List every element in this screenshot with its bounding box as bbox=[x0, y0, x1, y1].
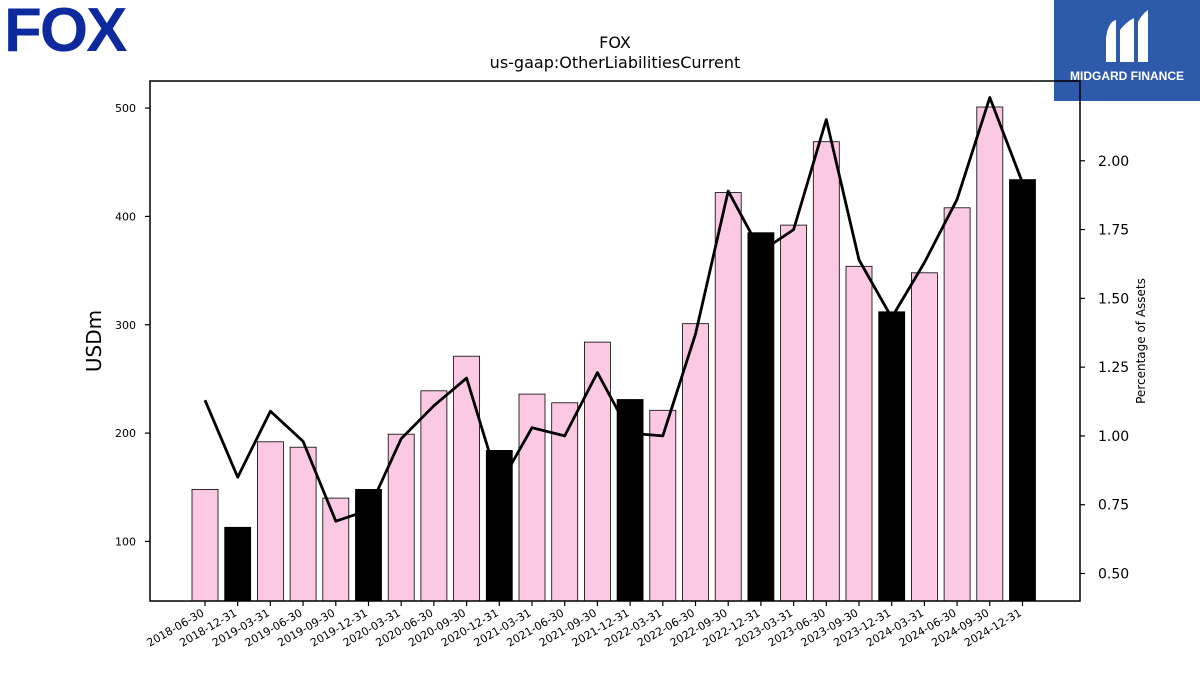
bar bbox=[649, 409, 677, 602]
y2-tick-label: 0.50 bbox=[1098, 566, 1129, 582]
bar bbox=[420, 390, 448, 602]
y2-tick-label: 1.25 bbox=[1098, 360, 1129, 376]
bar bbox=[1009, 179, 1036, 602]
bar bbox=[485, 449, 513, 602]
bar bbox=[387, 433, 415, 602]
chart-subtitle: us-gaap:OtherLiabilitiesCurrent bbox=[490, 53, 741, 72]
y-tick-label: 500 bbox=[115, 102, 136, 115]
percentage-of-assets-line bbox=[203, 96, 1024, 523]
bar bbox=[256, 441, 284, 602]
bar bbox=[976, 106, 1004, 602]
y2-axis-label: Percentage of Assets bbox=[1134, 278, 1148, 404]
y-tick-label: 200 bbox=[115, 427, 136, 440]
y2-tick-label: 1.50 bbox=[1098, 291, 1129, 307]
y2-tick-label: 1.75 bbox=[1098, 223, 1129, 239]
bar bbox=[322, 497, 350, 602]
bar bbox=[943, 207, 971, 602]
bar bbox=[714, 192, 742, 602]
bar bbox=[780, 224, 807, 602]
y-tick-label: 100 bbox=[115, 535, 136, 548]
bar bbox=[289, 446, 317, 602]
bar bbox=[682, 323, 709, 602]
fox-logo: FOX bbox=[4, 2, 127, 60]
bar bbox=[191, 488, 219, 602]
bar bbox=[845, 265, 873, 602]
bar bbox=[911, 272, 938, 602]
bar bbox=[616, 399, 644, 602]
y2-tick-label: 2.00 bbox=[1098, 154, 1129, 170]
midgard-finance-logo: MIDGARD FINANCE bbox=[1054, 0, 1200, 101]
midgard-finance-wordmark: MIDGARD FINANCE bbox=[1070, 69, 1184, 83]
y2-tick-label: 0.75 bbox=[1098, 498, 1129, 514]
chart-title: FOX bbox=[599, 33, 631, 52]
bar bbox=[355, 488, 382, 602]
bar bbox=[747, 232, 775, 602]
bar bbox=[584, 341, 611, 602]
y2-tick-label: 1.00 bbox=[1098, 429, 1129, 445]
plot-frame bbox=[149, 80, 1081, 602]
bar bbox=[878, 311, 906, 602]
bar bbox=[453, 355, 481, 602]
y-tick-label: 400 bbox=[115, 210, 136, 223]
bar bbox=[812, 141, 840, 602]
bar bbox=[518, 393, 546, 602]
y-tick-label: 300 bbox=[115, 319, 136, 332]
y-axis-label: USDm bbox=[82, 310, 106, 372]
midgard-mark-icon bbox=[1106, 10, 1148, 62]
bar bbox=[224, 526, 252, 602]
